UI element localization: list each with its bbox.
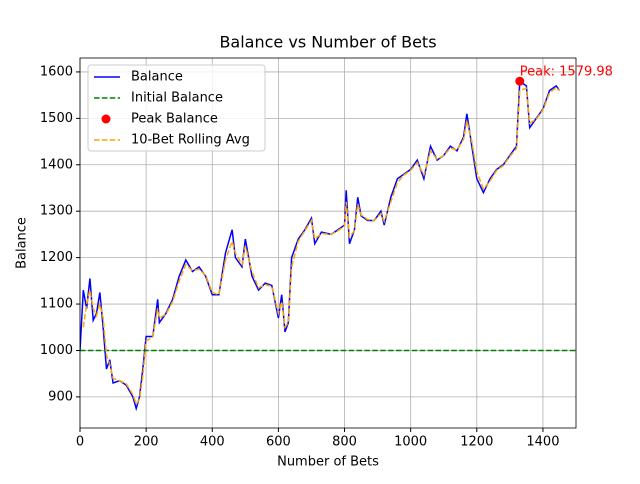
y-tick-label: 1400	[40, 157, 73, 172]
x-tick-label: 1400	[526, 435, 559, 450]
y-tick-label: 1100	[40, 297, 73, 312]
x-tick-label: 1000	[394, 435, 427, 450]
y-tick-label: 900	[48, 389, 73, 404]
x-axis-label: Number of Bets	[277, 455, 379, 470]
y-tick-label: 1000	[40, 343, 73, 358]
legend-label: 10-Bet Rolling Avg	[131, 133, 250, 148]
peak-marker	[515, 76, 525, 86]
legend-label: Peak Balance	[131, 112, 218, 127]
x-tick-label: 200	[134, 435, 159, 450]
legend-marker	[101, 114, 111, 124]
y-axis-label: Balance	[15, 217, 30, 269]
x-tick-label: 0	[76, 435, 84, 450]
legend-box	[87, 64, 266, 152]
x-tick-label: 600	[266, 435, 291, 450]
legend-label: Initial Balance	[131, 91, 223, 106]
chart-title: Balance vs Number of Bets	[219, 33, 436, 52]
y-tick-label: 1300	[40, 204, 73, 219]
y-tick-label: 1600	[40, 64, 73, 79]
x-tick-label: 400	[200, 435, 225, 450]
legend-label: Balance	[131, 70, 183, 85]
annotation: Peak: 1579.98	[520, 65, 613, 80]
series-line	[82, 86, 560, 406]
x-tick-label: 1200	[460, 435, 493, 450]
y-tick-label: 1200	[40, 250, 73, 265]
plot-frame	[79, 57, 577, 429]
x-tick-label: 800	[332, 435, 357, 450]
y-tick-label: 1500	[40, 111, 73, 126]
plot-area	[80, 79, 576, 412]
